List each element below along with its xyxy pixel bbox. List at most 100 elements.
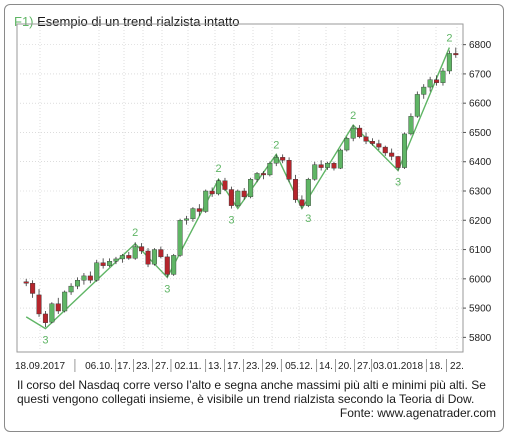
y-tick-label: 5900 xyxy=(469,304,492,315)
candle-body xyxy=(196,208,202,212)
candle-body xyxy=(286,160,292,180)
wave-label: 2 xyxy=(350,110,356,122)
candle-body xyxy=(260,173,266,176)
figure-source: Fonte: www.agenatrader.com xyxy=(339,406,496,420)
candle-body xyxy=(100,262,106,266)
candle-body xyxy=(312,164,318,180)
candle-body xyxy=(158,249,164,258)
candle-body xyxy=(209,190,215,195)
candle-body xyxy=(389,152,395,157)
candle-body xyxy=(305,179,311,206)
y-tick-label: 6200 xyxy=(469,216,492,227)
candle-body xyxy=(248,179,254,198)
candle-body xyxy=(344,138,350,151)
candle-body xyxy=(427,79,433,88)
y-tick-label: 6600 xyxy=(469,99,492,110)
candle-body xyxy=(414,94,420,117)
wave-label: 3 xyxy=(42,335,48,347)
y-tick-label: 6100 xyxy=(469,245,492,256)
candle-body xyxy=(203,190,209,212)
candle-body xyxy=(68,285,74,293)
candle-body xyxy=(62,291,68,312)
x-tick-label: 27. xyxy=(155,361,169,372)
candle-body xyxy=(369,141,375,144)
candle-body xyxy=(395,156,401,168)
x-tick-label: 23. xyxy=(136,361,150,372)
candle-body xyxy=(164,256,170,275)
candle-body xyxy=(325,162,331,168)
x-tick-label: 06.10. xyxy=(85,361,113,372)
x-tick-label: 17. xyxy=(117,361,131,372)
candle-body xyxy=(177,220,183,256)
wave-label: 3 xyxy=(395,177,401,189)
x-tick-label: 22. xyxy=(450,361,464,372)
candle-body xyxy=(30,283,36,294)
y-tick-label: 5800 xyxy=(469,333,492,344)
candle-body xyxy=(292,179,299,200)
candle-body xyxy=(145,250,151,265)
x-tick-label: 27. xyxy=(357,361,371,372)
candle-body xyxy=(222,180,228,190)
x-tick-label: 03.01.2018 xyxy=(373,361,423,372)
candle-body xyxy=(350,127,356,139)
wave-label: 2 xyxy=(273,139,279,151)
candle-body xyxy=(87,275,93,281)
trendline xyxy=(25,47,451,330)
candle-body xyxy=(81,275,87,281)
candle-body xyxy=(408,116,414,135)
candle-body xyxy=(401,133,408,168)
y-tick-label: 6000 xyxy=(469,274,492,285)
candle-body xyxy=(453,53,459,56)
candle-body xyxy=(267,162,273,176)
candle-body xyxy=(94,262,100,281)
candle-body xyxy=(42,313,48,323)
wave-label: 3 xyxy=(305,213,311,225)
candle-body xyxy=(190,208,196,220)
figure-title: F1) Esempio di un trend rialzista intatt… xyxy=(14,14,239,29)
candle-body xyxy=(74,280,81,287)
candle-body xyxy=(299,199,305,206)
candle-body xyxy=(126,255,132,259)
candle-body xyxy=(36,294,42,315)
x-tick-label: 13. xyxy=(208,361,222,372)
candle-body xyxy=(337,149,343,169)
x-tick-label: 18.09.2017 xyxy=(15,361,65,372)
wave-label: 3 xyxy=(164,283,170,295)
wave-label: 2 xyxy=(132,227,138,239)
plot-area xyxy=(16,23,464,353)
y-tick-label: 6400 xyxy=(469,157,492,168)
candle-body xyxy=(357,127,363,138)
wave-label: 2 xyxy=(446,33,452,45)
y-tick-label: 6700 xyxy=(469,69,492,80)
candle-body xyxy=(331,162,337,169)
candle-body xyxy=(376,143,382,148)
candle-body xyxy=(151,249,157,265)
candle-body xyxy=(241,190,247,198)
candle-body xyxy=(421,86,427,95)
x-tick-label: 02.11. xyxy=(174,361,201,372)
candlestick-chart: 5800 5900 6000 6100 6200 6300 6400 6500 6600 6700… xyxy=(15,23,492,372)
wave-label: 2 xyxy=(215,163,221,175)
x-tick-label: 14. xyxy=(319,361,333,372)
candle-body xyxy=(440,70,446,83)
candle-body xyxy=(382,146,388,154)
y-tick-label: 6300 xyxy=(469,187,492,198)
x-tick-label: 05.12. xyxy=(285,361,313,372)
y-tick-label: 6500 xyxy=(469,128,492,139)
x-tick-label: 23. xyxy=(246,361,260,372)
candle-body xyxy=(318,164,324,168)
candle-body xyxy=(363,136,369,142)
candle-body xyxy=(235,190,241,206)
candle-body xyxy=(132,246,138,259)
candle-body xyxy=(49,303,55,323)
wave-label: 3 xyxy=(228,215,234,227)
x-tick-label: 18. xyxy=(429,361,443,372)
candle-body xyxy=(228,189,234,206)
candle-body xyxy=(113,258,119,262)
figure-caption: Il corso del Nasdaq corre verso l’alto e… xyxy=(17,378,486,406)
y-tick-label: 6800 xyxy=(469,40,492,51)
x-tick-label: 20. xyxy=(338,361,352,372)
figure-frame xyxy=(4,4,504,432)
candle-body xyxy=(446,53,452,72)
candle-body xyxy=(171,255,177,275)
